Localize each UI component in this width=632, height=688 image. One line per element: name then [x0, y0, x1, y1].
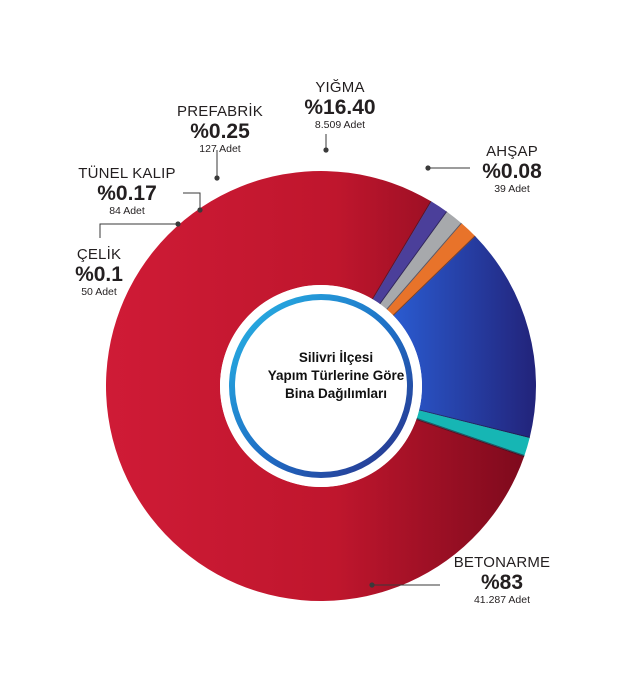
slice-count: 50 Adet — [81, 286, 117, 298]
leader-dot — [369, 582, 375, 588]
label-prefabrik: PREFABRİK %0.25 127 Adet — [165, 104, 275, 155]
leader-line-celik — [99, 223, 178, 238]
slice-separator — [416, 417, 525, 457]
slice-count: 39 Adet — [494, 183, 530, 195]
label-betonarme: BETONARME %83 41.287 Adet — [442, 555, 562, 606]
slice-count: 84 Adet — [109, 205, 145, 217]
slice-yigma — [393, 236, 536, 439]
slice-count: 8.509 Adet — [314, 119, 366, 131]
slice-percent: %0.25 — [190, 120, 250, 143]
slice-percent: %0.17 — [97, 182, 157, 205]
label-celik: ÇELİK %0.1 50 Adet — [54, 247, 144, 298]
center-ring — [229, 294, 413, 478]
leader-dot — [323, 147, 329, 153]
slice-percent: %16.40 — [304, 96, 376, 119]
leader-dot — [175, 221, 181, 227]
slice-count: 41.287 Adet — [473, 594, 531, 606]
slice-name: PREFABRİK — [177, 103, 263, 120]
slice-tunel-kalip — [380, 211, 462, 310]
slice-prefabrik — [387, 223, 476, 316]
label-ahsap: AHŞAP %0.08 39 Adet — [462, 144, 562, 195]
chart-title-line: Bina Dağılımları — [284, 386, 388, 401]
slice-name: BETONARME — [453, 554, 551, 571]
donut-hole — [220, 285, 422, 487]
slice-name: TÜNEL KALIP — [78, 165, 176, 182]
chart-title-line: Yapım Türlerine Göre — [267, 368, 405, 383]
label-tunel-kalip: TÜNEL KALIP %0.17 84 Adet — [62, 166, 192, 217]
leader-dot — [425, 165, 431, 171]
slice-percent: %83 — [480, 571, 524, 594]
chart-title: Silivri İlçesi Yapım Türlerine Göre Bina… — [246, 349, 426, 403]
slice-percent: %0.08 — [482, 160, 542, 183]
chart-title-line: Silivri İlçesi — [298, 350, 374, 365]
slice-percent: %0.1 — [75, 263, 123, 286]
slice-ahsap — [416, 410, 530, 456]
leader-line-tunel-kalip — [183, 192, 201, 210]
leader-dot — [214, 175, 220, 181]
leader-dot — [197, 207, 203, 213]
slice-name: AHŞAP — [486, 143, 538, 160]
slice-name: YIĞMA — [315, 79, 365, 96]
slice-count: 127 Adet — [199, 143, 241, 155]
slice-betonarme — [106, 171, 525, 602]
label-yigma: YIĞMA %16.40 8.509 Adet — [285, 80, 395, 131]
slice-name: ÇELİK — [76, 246, 122, 263]
slice-celik — [372, 201, 448, 305]
